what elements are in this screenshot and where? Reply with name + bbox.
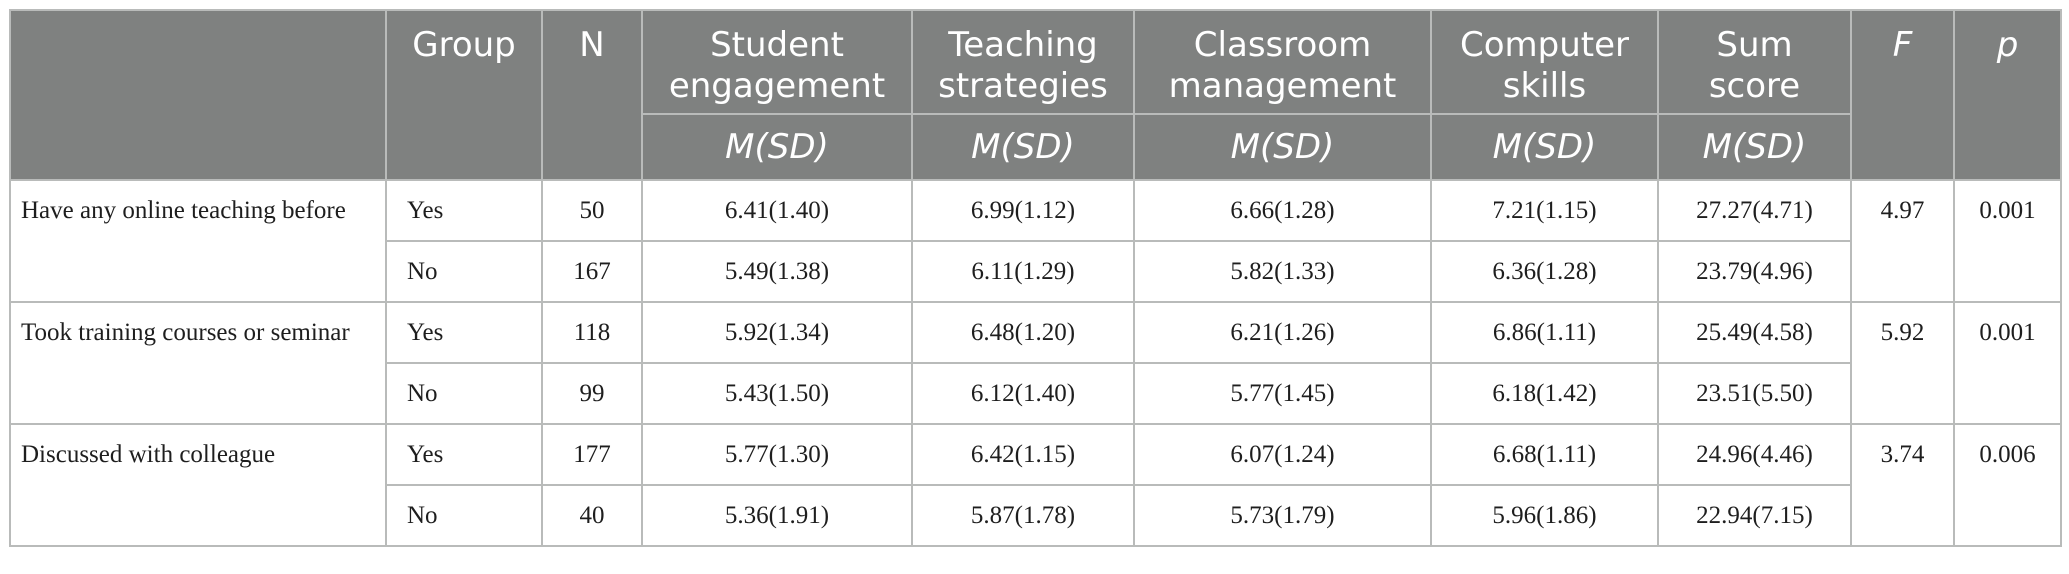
header-p: p <box>1953 9 2062 181</box>
student-engagement-cell: 5.77(1.30) <box>641 423 913 486</box>
table-header: Group N Student engagement Teaching stra… <box>9 9 2062 181</box>
group-cell: Yes <box>385 423 543 486</box>
n-cell: 40 <box>541 484 643 547</box>
classroom-management-cell: 6.07(1.24) <box>1133 423 1432 486</box>
student-engagement-cell: 5.36(1.91) <box>641 484 913 547</box>
table-body: Have any online teaching before Yes 50 6… <box>9 179 2062 547</box>
p-cell: 0.001 <box>1953 301 2062 425</box>
student-engagement-cell: 6.41(1.40) <box>641 179 913 242</box>
p-cell: 0.001 <box>1953 179 2062 303</box>
student-engagement-cell: 5.49(1.38) <box>641 240 913 303</box>
sum-score-cell: 25.49(4.58) <box>1657 301 1852 364</box>
n-cell: 177 <box>541 423 643 486</box>
group-cell: Yes <box>385 179 543 242</box>
computer-skills-cell: 6.86(1.11) <box>1430 301 1659 364</box>
student-engagement-cell: 5.92(1.34) <box>641 301 913 364</box>
group-cell: No <box>385 484 543 547</box>
table-row: No 167 5.49(1.38) 6.11(1.29) 5.82(1.33) … <box>10 240 2061 303</box>
p-cell: 0.006 <box>1953 423 2062 547</box>
table-row: No 99 5.43(1.50) 6.12(1.40) 5.77(1.45) 6… <box>10 362 2061 425</box>
row-label: Took training courses or seminar <box>9 301 387 425</box>
teaching-strategies-cell: 6.11(1.29) <box>911 240 1135 303</box>
table-row: No 40 5.36(1.91) 5.87(1.78) 5.73(1.79) 5… <box>10 484 2061 547</box>
classroom-management-cell: 6.21(1.26) <box>1133 301 1432 364</box>
sum-score-cell: 23.51(5.50) <box>1657 362 1852 425</box>
header-n: N <box>541 9 643 181</box>
n-cell: 167 <box>541 240 643 303</box>
sum-score-cell: 22.94(7.15) <box>1657 484 1852 547</box>
n-cell: 118 <box>541 301 643 364</box>
header-msd-teaching-strategies: M(SD) <box>911 113 1135 181</box>
header-msd-student-engagement: M(SD) <box>641 113 913 181</box>
computer-skills-cell: 6.68(1.11) <box>1430 423 1659 486</box>
header-student-engagement: Student engagement <box>641 9 913 115</box>
table-row: Took training courses or seminar Yes 118… <box>9 301 2062 425</box>
row-label: Discussed with colleague <box>9 423 387 547</box>
sum-score-cell: 23.79(4.96) <box>1657 240 1852 303</box>
sum-score-cell: 27.27(4.71) <box>1657 179 1852 242</box>
computer-skills-cell: 6.36(1.28) <box>1430 240 1659 303</box>
header-f: F <box>1850 9 1955 181</box>
classroom-management-cell: 5.82(1.33) <box>1133 240 1432 303</box>
teaching-strategies-cell: 6.48(1.20) <box>911 301 1135 364</box>
teaching-strategies-cell: 5.87(1.78) <box>911 484 1135 547</box>
computer-skills-cell: 7.21(1.15) <box>1430 179 1659 242</box>
table-row: Have any online teaching before Yes 50 6… <box>9 179 2062 303</box>
classroom-management-cell: 5.77(1.45) <box>1133 362 1432 425</box>
header-msd-sum-score: M(SD) <box>1657 113 1852 181</box>
group-cell: No <box>385 362 543 425</box>
computer-skills-cell: 6.18(1.42) <box>1430 362 1659 425</box>
teaching-strategies-cell: 6.99(1.12) <box>911 179 1135 242</box>
classroom-management-cell: 6.66(1.28) <box>1133 179 1432 242</box>
n-cell: 50 <box>541 179 643 242</box>
group-cell: Yes <box>385 301 543 364</box>
header-computer-skills: Computer skills <box>1430 9 1659 115</box>
student-engagement-cell: 5.43(1.50) <box>641 362 913 425</box>
header-sum-score: Sum score <box>1657 9 1852 115</box>
group-cell: No <box>385 240 543 303</box>
table-row: Discussed with colleague Yes 177 5.77(1.… <box>9 423 2062 547</box>
teaching-strategies-cell: 6.42(1.15) <box>911 423 1135 486</box>
header-group: Group <box>385 9 543 181</box>
computer-skills-cell: 5.96(1.86) <box>1430 484 1659 547</box>
f-cell: 5.92 <box>1850 301 1955 425</box>
header-teaching-strategies: Teaching strategies <box>911 9 1135 115</box>
header-blank-cell <box>9 9 387 181</box>
row-label: Have any online teaching before <box>9 179 387 303</box>
f-cell: 4.97 <box>1850 179 1955 303</box>
teaching-strategies-cell: 6.12(1.40) <box>911 362 1135 425</box>
f-cell: 3.74 <box>1850 423 1955 547</box>
header-msd-computer-skills: M(SD) <box>1430 113 1659 181</box>
classroom-management-cell: 5.73(1.79) <box>1133 484 1432 547</box>
results-table: Group N Student engagement Teaching stra… <box>9 9 2062 547</box>
n-cell: 99 <box>541 362 643 425</box>
header-classroom-management: Classroom management <box>1133 9 1432 115</box>
header-msd-classroom-management: M(SD) <box>1133 113 1432 181</box>
sum-score-cell: 24.96(4.46) <box>1657 423 1852 486</box>
